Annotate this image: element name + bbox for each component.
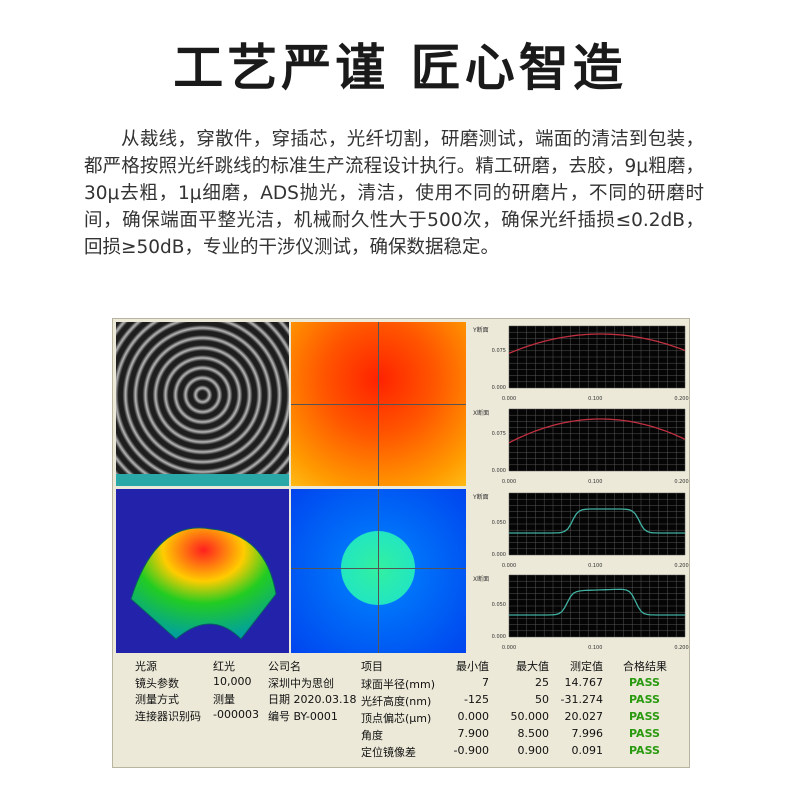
info-cell: 10,000 [213,674,252,688]
results-cell: 0.091 [571,744,604,757]
info-cell: 红光 [213,660,235,673]
info-cell: 测量 [213,693,235,706]
info-cell: 镜头参数 [135,676,179,690]
results-header: 合格结果 [623,660,667,673]
x-tick-label: 0.000 [502,396,516,402]
info-cell: 日期 2020.03.18 [268,693,357,706]
results-cell: 7.996 [571,727,604,740]
info-cell: 深圳中为思创 [268,676,334,690]
x-tick-label: 0.200 [674,563,688,569]
results-header: 最小值 [456,660,489,673]
interferometer-report: Y断面 0.075 0.000 0.000 0.100 0.200 X断面 0.07… [112,318,690,768]
profile-curve [509,588,685,616]
height-map-image [291,322,466,486]
x-tick-label: 0.100 [588,396,602,402]
results-cell: 角度 [361,729,383,742]
results-cell: 定位镜像差 [361,746,416,759]
results-cell: -31.274 [560,693,603,706]
chart-label: Y断面 [472,326,489,334]
results-cell: -0.900 [453,744,489,757]
profile-curve [508,418,686,444]
profile-chart: X断面 0.075 0.000 0.000 0.100 0.200 [471,405,689,487]
y-tick-label: 0.000 [492,552,506,558]
x-tick-label: 0.100 [588,479,602,485]
info-cell: 编号 BY-0001 [268,709,338,723]
x-tick-label: 0.200 [674,645,688,651]
info-cell: 连接器识别码 [135,709,201,723]
description-paragraph: 从裁线，穿散件，穿插芯，光纤切割，研磨测试，端面的清洁到包装，都严格按照光纤跳线… [84,129,704,258]
results-cell: 0.900 [517,744,550,757]
pass-badge: PASS [629,693,660,706]
results-cell: 球面半径(mm) [361,678,436,691]
profile-curve [508,333,686,354]
results-table: 光源 红光 公司名镜头参数 10,000 深圳中为思创测量方式 测量 日期 2020.03.… [113,653,691,769]
results-header: 最大值 [516,660,549,673]
results-cell: 0.000 [457,710,490,723]
info-cell: 公司名 [268,660,301,673]
pass-badge: PASS [629,727,660,740]
profile-chart: X断面 0.050 0.000 0.000 0.100 0.200 [471,571,689,653]
x-tick-label: 0.200 [674,396,688,402]
results-cell: 7.900 [457,727,490,740]
info-cell: 测量方式 [135,693,179,706]
x-tick-label: 0.100 [588,563,602,569]
results-cell: 50 [535,693,549,706]
results-cell: 50.000 [510,710,550,723]
profile-chart: Y断面 0.075 0.000 0.000 0.100 0.200 [471,322,689,404]
y-tick-label: 0.075 [492,431,506,437]
y-tick-label: 0.000 [492,468,506,474]
pass-badge: PASS [629,676,660,689]
results-cell: 7 [482,676,489,689]
x-tick-label: 0.000 [502,563,516,569]
results-cell: 20.027 [564,710,604,723]
info-cell: 光源 [135,660,157,673]
results-cell: 25 [535,676,549,689]
pass-badge: PASS [629,744,660,757]
y-tick-label: 0.075 [492,348,506,354]
profile-curve [509,508,685,534]
results-cell: 光纤高度(nm) [361,695,432,708]
page-title: 工艺严谨 匠心智造 [173,39,627,97]
results-cell: 8.500 [517,727,550,740]
3d-surface-image [116,489,289,653]
results-cell: 顶点偏芯(μm) [361,712,432,725]
y-tick-label: 0.000 [492,385,506,391]
x-tick-label: 0.200 [674,479,688,485]
profile-chart: Y断面 0.050 0.000 0.000 0.100 0.200 [471,489,689,571]
pass-badge: PASS [629,710,660,723]
y-tick-label: 0.000 [492,634,506,640]
chart-label: X断面 [473,575,489,583]
interference-fringe-image [116,322,289,486]
offset-map-image [291,489,466,653]
x-tick-label: 0.000 [502,479,516,485]
results-header: 项目 [361,660,383,673]
info-cell: -000003 [213,707,259,721]
results-header: 测定值 [570,660,603,673]
results-cell: 14.767 [564,676,604,689]
y-tick-label: 0.050 [492,520,506,526]
y-tick-label: 0.050 [492,602,506,608]
x-tick-label: 0.000 [502,645,516,651]
chart-label: Y断面 [472,493,489,501]
x-tick-label: 0.100 [588,645,602,651]
results-cell: -125 [464,693,489,706]
chart-label: X断面 [473,409,489,417]
